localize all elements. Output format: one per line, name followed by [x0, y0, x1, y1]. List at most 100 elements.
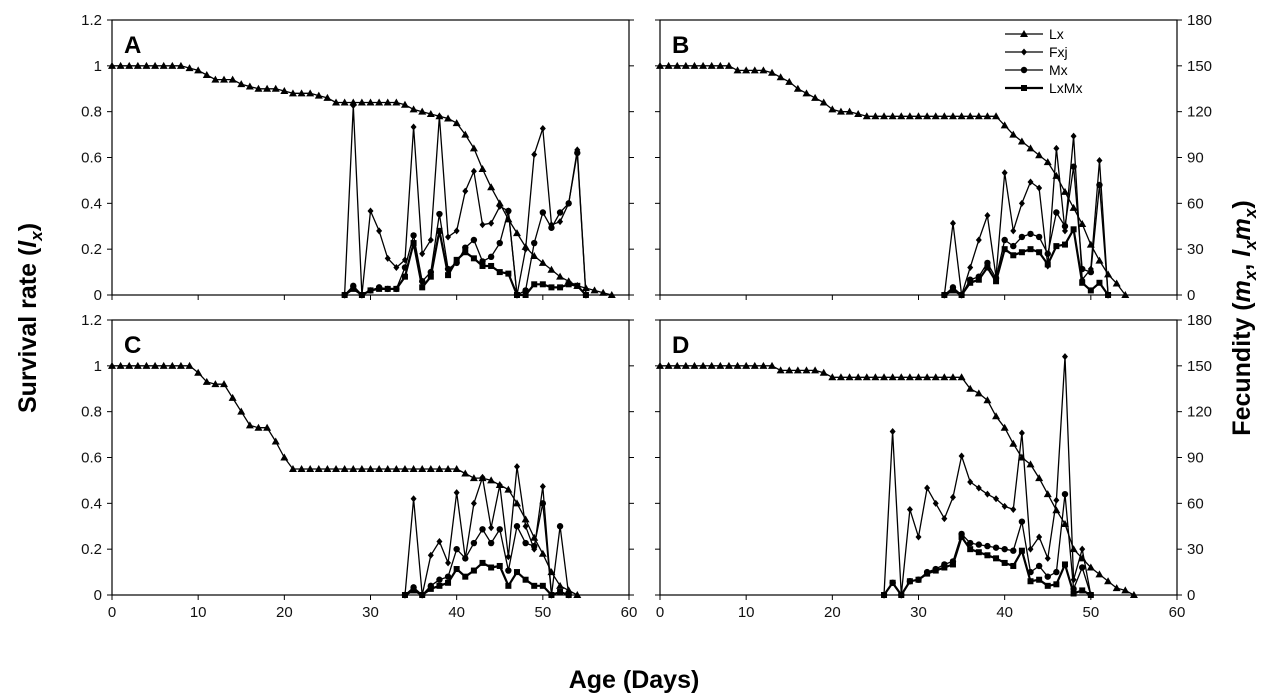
series-mx: [401, 500, 572, 599]
data-point-mx: [505, 567, 512, 574]
series-line-mx: [344, 152, 587, 296]
y-axis-title-right: Fecundity (mx, lxmx): [1228, 200, 1260, 435]
y-tick-label-right: 120: [1187, 104, 1212, 121]
data-point-lxmx: [975, 549, 982, 556]
data-point-lx: [966, 384, 975, 392]
data-point-lx: [862, 112, 871, 120]
data-point-fxj: [445, 233, 452, 241]
data-point-lx: [340, 464, 349, 472]
data-point-mx: [487, 539, 495, 547]
data-point-lx: [254, 423, 263, 431]
data-point-lx: [461, 469, 470, 477]
data-point-lx: [409, 105, 418, 113]
data-point-mx: [539, 209, 547, 216]
data-point-lx: [185, 64, 194, 72]
data-point-lx: [673, 361, 682, 369]
data-point-lx: [880, 373, 889, 381]
legend-marker-fxj: [1021, 48, 1027, 56]
data-point-lx: [245, 82, 254, 90]
data-point-lx: [271, 84, 280, 92]
series-line-fxj: [404, 466, 553, 596]
data-point-lx: [862, 373, 871, 381]
y-tick-label-right: 60: [1187, 495, 1204, 512]
data-point-lxmx: [350, 285, 357, 292]
data-point-lx: [724, 361, 733, 369]
panel-frame: [659, 319, 1178, 596]
data-point-lx: [142, 61, 151, 69]
panel-label-b: B: [672, 32, 689, 59]
data-point-lx: [983, 112, 992, 120]
data-point-lx: [940, 373, 949, 381]
data-point-lxmx: [941, 564, 948, 571]
data-point-fxj: [445, 559, 452, 567]
data-point-lxmx: [419, 592, 426, 598]
data-point-lx: [854, 373, 863, 381]
data-point-lx: [228, 75, 237, 83]
data-point-lxmx: [393, 285, 400, 292]
series-lxmx: [881, 533, 1094, 598]
data-point-mx: [1053, 568, 1060, 576]
y-tick-label-left: 0.4: [81, 195, 102, 212]
data-point-fxj: [949, 493, 956, 501]
data-point-lx: [880, 112, 889, 120]
data-point-lxmx: [462, 249, 469, 256]
y-tick-label-right: 60: [1187, 195, 1204, 212]
data-point-lxmx: [488, 564, 495, 571]
data-point-lxmx: [401, 273, 408, 280]
data-point-lx: [854, 109, 863, 117]
data-point-lx: [1052, 506, 1061, 514]
data-point-lx: [836, 373, 845, 381]
data-point-lx: [1000, 423, 1009, 431]
data-point-fxj: [967, 264, 974, 271]
data-point-lxmx: [453, 566, 460, 573]
data-point-lx: [151, 361, 160, 369]
data-point-fxj: [393, 264, 400, 271]
data-point-mx: [1079, 564, 1086, 571]
data-point-lx: [538, 258, 547, 266]
data-point-fxj: [975, 484, 982, 492]
data-point-mx: [462, 555, 469, 562]
data-point-lx: [349, 98, 358, 106]
data-point-lx: [1017, 137, 1026, 145]
data-point-lxmx: [1018, 249, 1025, 256]
data-point-lx: [237, 80, 246, 88]
data-point-fxj: [367, 207, 374, 215]
data-point-lx: [793, 366, 802, 374]
data-point-mx: [1018, 233, 1026, 241]
data-point-lx: [426, 464, 435, 472]
data-point-lx: [1043, 490, 1052, 498]
data-point-lx: [914, 112, 923, 120]
y-tick-label-left: 1: [94, 58, 102, 75]
series-fxj: [881, 353, 1094, 599]
y-tick-label-left: 0.8: [81, 104, 102, 121]
data-point-lx: [785, 77, 794, 85]
data-point-lx: [125, 361, 134, 369]
data-point-lxmx: [496, 269, 503, 276]
data-point-lx: [288, 89, 297, 97]
data-point-lx: [776, 73, 785, 81]
data-point-lx: [521, 515, 530, 523]
data-point-mx: [1070, 163, 1077, 170]
data-point-lx: [211, 380, 220, 388]
data-point-lx: [297, 464, 306, 472]
data-point-lx: [418, 107, 427, 115]
y-tick-label-left: 0.4: [81, 495, 102, 512]
data-point-lx: [314, 91, 323, 99]
series-line-mx: [404, 502, 570, 596]
data-point-mx: [505, 207, 512, 215]
x-tick-label: 40: [996, 604, 1013, 621]
data-point-fxj: [1053, 496, 1060, 504]
data-point-lx: [828, 373, 837, 381]
data-point-lx: [716, 361, 725, 369]
data-point-lx: [495, 199, 504, 207]
data-point-lx: [400, 100, 409, 108]
x-axis-ticks: 0 10 20 30 40 50 60 0 10 20 30 40 50 60: [108, 604, 1186, 621]
y-tick-label-right: 180: [1187, 312, 1212, 329]
data-point-lx: [1026, 144, 1035, 152]
data-point-fxj: [539, 483, 546, 491]
data-point-lxmx: [410, 240, 417, 247]
data-point-fxj: [1044, 554, 1051, 562]
data-point-lxmx: [522, 576, 529, 583]
data-point-lxmx: [967, 279, 974, 286]
